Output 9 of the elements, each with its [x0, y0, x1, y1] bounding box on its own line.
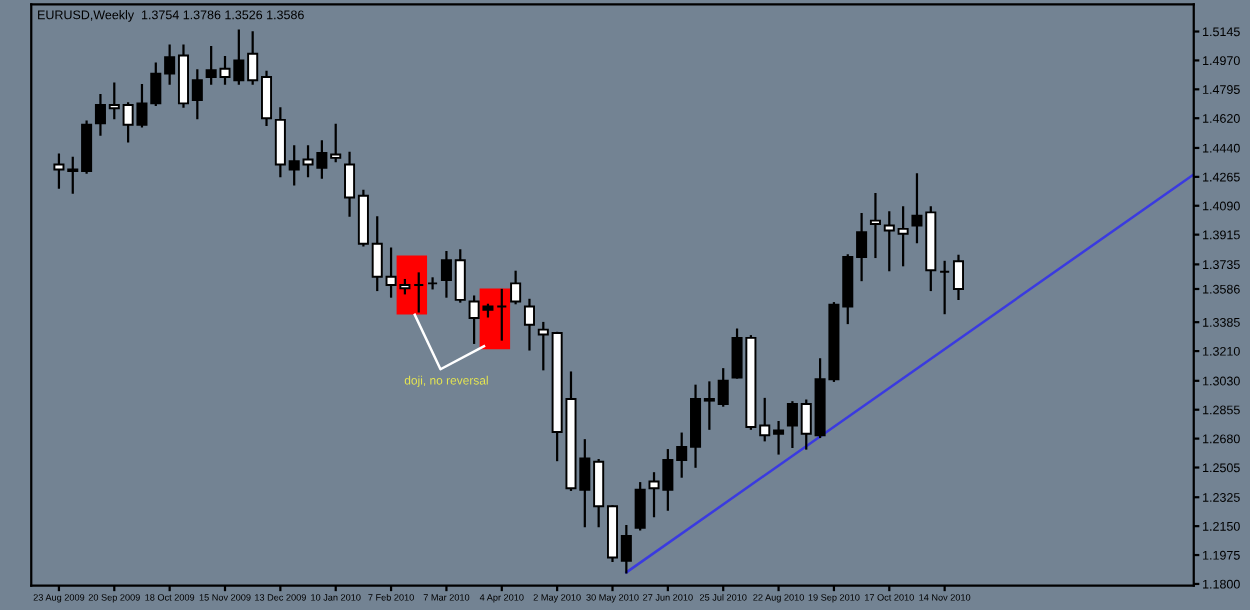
candlestick — [869, 193, 881, 259]
candlestick — [413, 272, 425, 313]
candlestick — [510, 270, 522, 305]
candlestick — [634, 482, 646, 531]
candlestick — [523, 298, 535, 351]
candlestick — [427, 277, 439, 290]
candlestick — [939, 260, 951, 315]
candlestick — [496, 288, 508, 341]
candlestick — [952, 254, 964, 301]
